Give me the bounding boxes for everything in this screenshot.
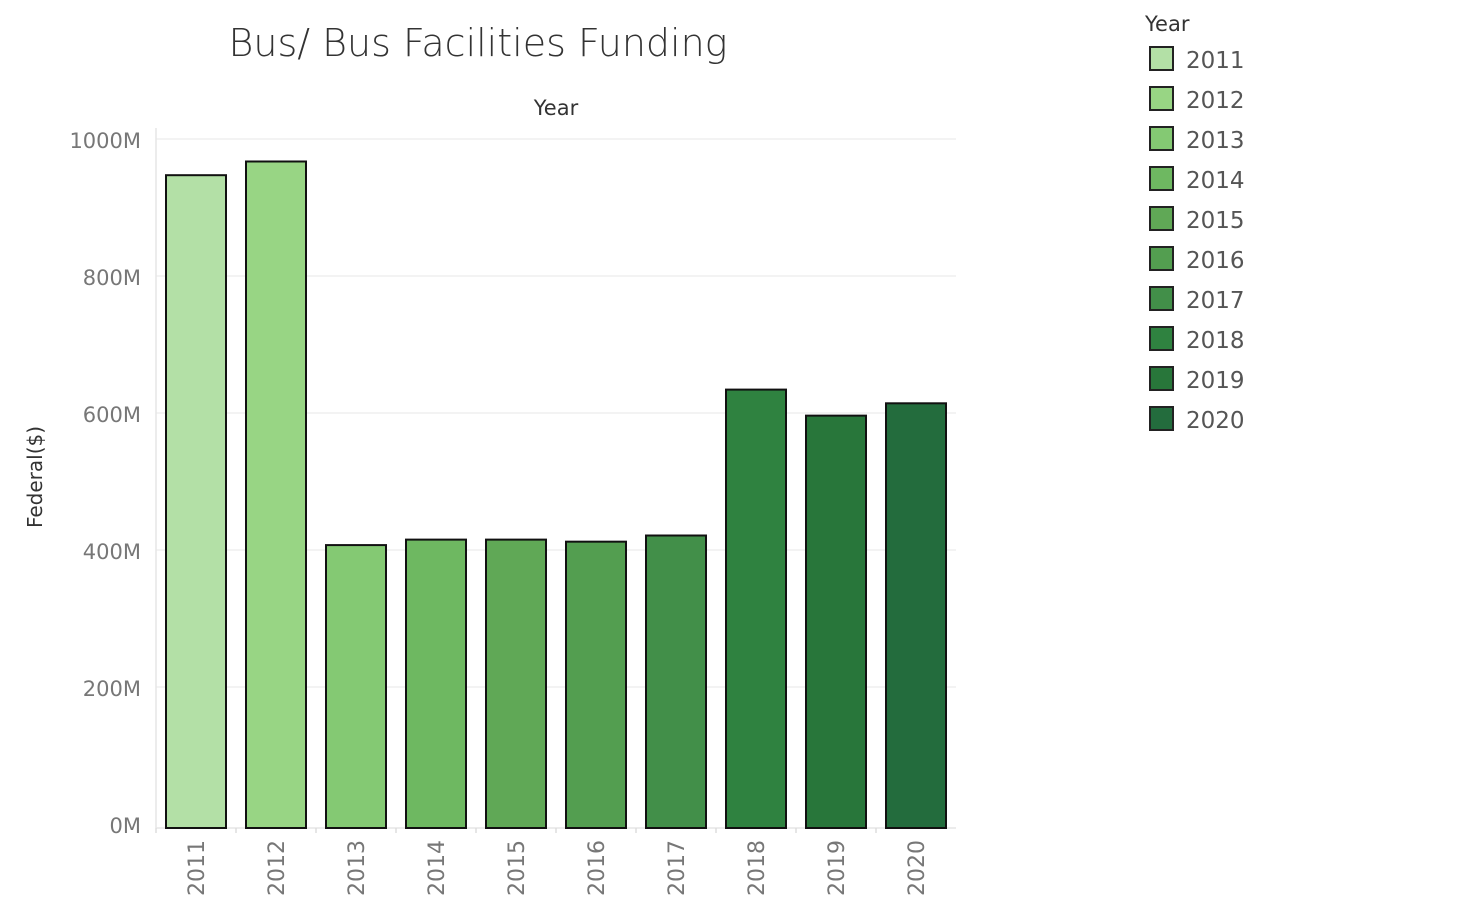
y-tick-label: 600M <box>83 403 141 427</box>
chart-title: Bus/ Bus Facilities Funding <box>229 21 728 65</box>
x-tick-label: 2015 <box>505 840 530 896</box>
x-tick-label: 2013 <box>345 840 370 896</box>
legend-swatch <box>1149 46 1174 71</box>
legend-label: 2014 <box>1186 168 1245 194</box>
x-tick-label: 2014 <box>425 840 450 896</box>
y-tick-label: 1000M <box>69 129 141 153</box>
legend-swatch <box>1149 366 1174 391</box>
legend-item-2011[interactable]: 2011 <box>1149 46 1245 74</box>
x-tick-label: 2011 <box>185 840 210 896</box>
bar-2012 <box>245 160 307 829</box>
y-tick-label: 0M <box>110 814 141 838</box>
x-tick-label: 2016 <box>585 840 610 896</box>
legend-item-2020[interactable]: 2020 <box>1149 406 1245 434</box>
legend[interactable]: 2011 2012 2013 2014 2015 2016 2017 2018 2019 2020 <box>1149 46 1245 434</box>
y-tick-label: 800M <box>83 266 141 290</box>
y-tick-label: 200M <box>83 677 141 701</box>
x-tick-label: 2020 <box>905 840 930 896</box>
legend-label: 2019 <box>1186 368 1245 394</box>
column-header: Year <box>533 96 579 120</box>
x-tick-label: 2012 <box>265 840 290 896</box>
legend-item-2015[interactable]: 2015 <box>1149 206 1245 234</box>
bar-2018 <box>725 388 787 829</box>
legend-label: 2011 <box>1186 48 1245 74</box>
y-axis-label: Federal($) <box>23 426 47 528</box>
legend-item-2019[interactable]: 2019 <box>1149 366 1245 394</box>
legend-swatch <box>1149 166 1174 191</box>
x-tick-label: 2017 <box>665 840 690 896</box>
legend-item-2013[interactable]: 2013 <box>1149 126 1245 154</box>
legend-label: 2013 <box>1186 128 1245 154</box>
bar-2016 <box>565 540 627 829</box>
legend-swatch <box>1149 286 1174 311</box>
legend-item-2014[interactable]: 2014 <box>1149 166 1245 194</box>
bar-2015 <box>485 538 547 829</box>
legend-title: Year <box>1144 12 1190 36</box>
y-tick-label: 400M <box>83 540 141 564</box>
bar-2020 <box>885 402 947 829</box>
y-axis-ticks: 0M 200M 400M 600M 800M 1000M <box>69 129 141 838</box>
legend-item-2016[interactable]: 2016 <box>1149 246 1245 274</box>
legend-label: 2012 <box>1186 88 1245 114</box>
bar-2014 <box>405 538 467 829</box>
legend-swatch <box>1149 406 1174 431</box>
legend-swatch <box>1149 126 1174 151</box>
bar-2013 <box>325 544 387 829</box>
legend-item-2017[interactable]: 2017 <box>1149 286 1245 314</box>
bar-2011 <box>165 174 227 829</box>
x-axis-ticks: 2011 2012 2013 2014 2015 2016 2017 2018 2019 2020 <box>155 828 930 896</box>
legend-label: 2015 <box>1186 208 1245 234</box>
legend-label: 2017 <box>1186 288 1245 314</box>
x-tick-label: 2019 <box>825 840 850 896</box>
legend-item-2018[interactable]: 2018 <box>1149 326 1245 354</box>
legend-swatch <box>1149 206 1174 231</box>
legend-swatch <box>1149 86 1174 111</box>
legend-label: 2016 <box>1186 248 1245 274</box>
x-tick-label: 2018 <box>745 840 770 896</box>
bar-2019 <box>805 414 867 829</box>
legend-label: 2020 <box>1186 408 1245 434</box>
legend-label: 2018 <box>1186 328 1245 354</box>
legend-swatch <box>1149 326 1174 351</box>
bars <box>165 160 947 829</box>
bar-2017 <box>645 534 707 829</box>
legend-item-2012[interactable]: 2012 <box>1149 86 1245 114</box>
legend-swatch <box>1149 246 1174 271</box>
